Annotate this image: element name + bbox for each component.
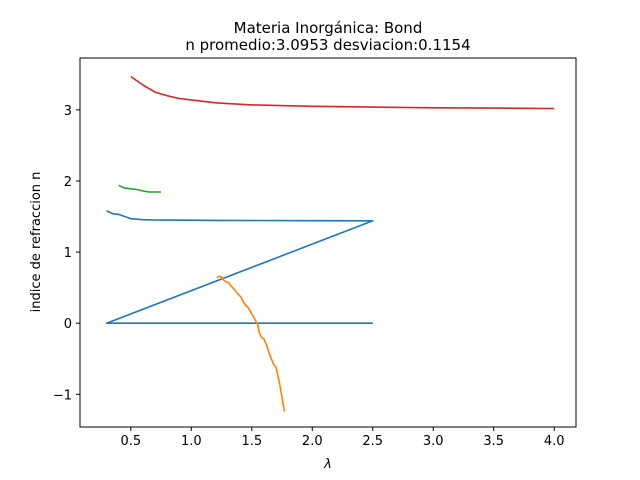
series-line-3 (118, 184, 162, 193)
series-line-4 (130, 75, 555, 110)
x-axis-label: λ (323, 457, 332, 472)
x-tick-label: 2.0 (302, 434, 323, 449)
x-tick-label: 3.0 (423, 434, 444, 449)
y-axis-ticks: −1 0 1 2 3 (53, 104, 80, 403)
x-tick-label: 2.5 (362, 434, 383, 449)
chart-subtitle: n promedio:3.0953 desviacion:0.1154 (185, 36, 470, 54)
y-axis-label: indice de refraccion n (29, 172, 44, 313)
y-tick-label: 0 (64, 317, 72, 332)
y-tick-label: −1 (53, 388, 72, 403)
x-tick-label: 0.5 (120, 434, 141, 449)
series-layer (105, 75, 555, 412)
y-tick-label: 2 (64, 175, 72, 190)
chart-title: Materia Inorgánica: Bond (234, 19, 423, 37)
x-tick-label: 4.0 (544, 434, 565, 449)
x-axis-ticks: 0.5 1.0 1.5 2.0 2.5 3.0 3.5 4.0 (120, 427, 565, 449)
y-tick-label: 1 (64, 246, 72, 261)
y-tick-label: 3 (64, 104, 72, 119)
x-tick-label: 1.0 (181, 434, 202, 449)
series-line-1 (105, 210, 374, 325)
series-line-2 (216, 275, 286, 412)
plot-frame (79, 57, 577, 428)
x-tick-label: 1.5 (241, 434, 262, 449)
x-tick-label: 3.5 (483, 434, 504, 449)
